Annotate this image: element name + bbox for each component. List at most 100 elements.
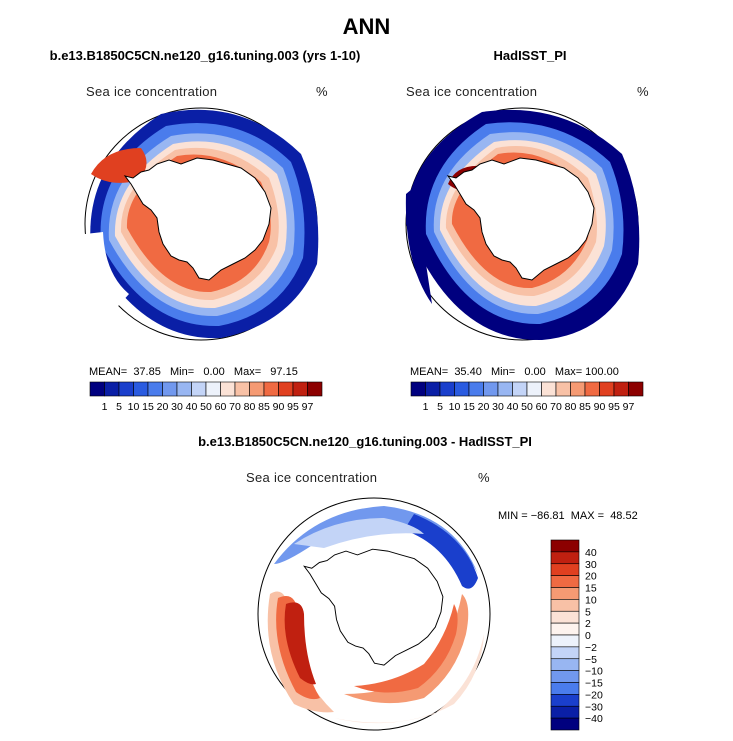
panel2-colorbar-swatch xyxy=(497,381,513,397)
panel1-colorbar-tick-label: 10 xyxy=(128,401,140,413)
panel3-colorbar-tick-label: 30 xyxy=(585,559,597,571)
panel2-colorbar-swatch xyxy=(410,381,426,397)
panel3-colorbar-swatch xyxy=(550,563,580,576)
panel1-colorbar-tick-label: 95 xyxy=(287,401,299,413)
panel2-colorbar-tick-label: 50 xyxy=(521,401,533,413)
panel2-title: HadISST_PI xyxy=(493,48,567,63)
panel3-colorbar-swatch xyxy=(550,717,580,731)
panel1-colorbar-tick-label: 97 xyxy=(302,401,314,413)
panel1-colorbar-swatch xyxy=(234,381,250,397)
panel2-colorbar-tick-label: 20 xyxy=(478,401,490,413)
panel3-colorbar-swatch xyxy=(550,646,580,660)
panel1-colorbar-tick-label: 1 xyxy=(102,401,108,413)
panel3-colorbar-swatch xyxy=(550,539,580,553)
panel1-colorbar-swatch xyxy=(133,381,149,397)
panel1-colorbar-tick-label: 20 xyxy=(157,401,169,413)
panel2-colorbar-swatch xyxy=(628,381,644,397)
panel2-colorbar-tick-label: 85 xyxy=(579,401,591,413)
panel2-colorbar-swatch xyxy=(439,381,455,397)
panel1-colorbar-swatch xyxy=(176,381,192,397)
panel2-colorbar-swatch xyxy=(425,381,441,397)
panel3-polar-map xyxy=(257,497,491,731)
panel2-colorbar-swatch xyxy=(584,381,600,397)
panel1-colorbar-tick-label: 60 xyxy=(215,401,227,413)
panel2-colorbar-tick-label: 70 xyxy=(550,401,562,413)
panel2-units-label: % xyxy=(637,84,649,99)
panel1-stats: MEAN= 37.85 Min= 0.00 Max= 97.15 xyxy=(89,366,298,378)
panel2-colorbar-swatch xyxy=(512,381,528,397)
panel2-variable-label: Sea ice concentration xyxy=(406,84,538,99)
panel2-colorbar-swatch xyxy=(468,381,484,397)
panel3-colorbar-tick-label: −2 xyxy=(585,642,597,654)
panel1-colorbar: 1 5 10 15 20 30 40 50 60 70 80 85 90 95 97 xyxy=(89,381,323,413)
panel2-colorbar-swatch xyxy=(555,381,571,397)
panel2-colorbar-tick-label: 95 xyxy=(608,401,620,413)
panel1-colorbar-tick-label: 40 xyxy=(186,401,198,413)
panel2-colorbar-tick-label: 60 xyxy=(536,401,548,413)
panel2-colorbar-tick-label: 40 xyxy=(507,401,519,413)
panel1-colorbar-swatch xyxy=(278,381,294,397)
panel1-colorbar-tick-label: 70 xyxy=(229,401,241,413)
panel3-colorbar-tick-label: 0 xyxy=(585,630,591,642)
panel2-colorbar-swatch xyxy=(526,381,542,397)
panel3-colorbar-swatch xyxy=(550,658,580,671)
panel3-colorbar-swatch xyxy=(550,575,580,588)
panel1-colorbar-swatch xyxy=(162,381,178,397)
panel3-colorbar-tick-label: 15 xyxy=(585,583,597,595)
panel1-colorbar-swatch xyxy=(292,381,308,397)
panel3-units-label: % xyxy=(478,470,490,485)
panel2-colorbar-tick-label: 1 xyxy=(423,401,429,413)
panel2-colorbar-swatch xyxy=(483,381,499,397)
panel1-colorbar-swatch xyxy=(89,381,105,397)
panel1-title: b.e13.B1850C5CN.ne120_g16.tuning.003 (yr… xyxy=(49,48,361,63)
panel2-colorbar-tick-label: 15 xyxy=(463,401,475,413)
panel3-colorbar-tick-label: −15 xyxy=(585,678,603,690)
panel2-colorbar: 1 5 10 15 20 30 40 50 60 70 80 85 90 95 97 xyxy=(410,381,644,413)
panel1-units-label: % xyxy=(316,84,328,99)
panel3-colorbar-swatch xyxy=(550,551,580,565)
panel3-colorbar-swatch xyxy=(550,587,580,600)
panel2-colorbar-tick-label: 80 xyxy=(565,401,577,413)
panel3-colorbar-tick-label: −20 xyxy=(585,689,603,701)
panel3-colorbar-tick-label: −40 xyxy=(585,713,603,725)
panel1-colorbar-tick-label: 5 xyxy=(116,401,122,413)
panel2-colorbar-tick-label: 5 xyxy=(437,401,443,413)
panel3-colorbar-swatch xyxy=(550,682,580,695)
panel3-colorbar-swatch xyxy=(550,610,580,624)
panel1-colorbar-swatch xyxy=(205,381,221,397)
panel1-colorbar-tick-label: 50 xyxy=(200,401,212,413)
panel1-colorbar-swatch xyxy=(263,381,279,397)
panel3-stats: MIN = −86.81 MAX = 48.52 xyxy=(498,510,638,522)
panel2-colorbar-swatch xyxy=(570,381,586,397)
panel3-colorbar-tick-label: 10 xyxy=(585,594,597,606)
panel2-colorbar-swatch xyxy=(454,381,470,397)
panel3-variable-label: Sea ice concentration xyxy=(246,470,378,485)
panel1-colorbar-swatch xyxy=(118,381,134,397)
panel1-colorbar-tick-label: 15 xyxy=(142,401,154,413)
panel2-stats: MEAN= 35.40 Min= 0.00 Max= 100.00 xyxy=(410,366,619,378)
panel1-colorbar-swatch xyxy=(307,381,323,397)
panel3-diff-field xyxy=(267,506,484,724)
panel3-colorbar-tick-label: −5 xyxy=(585,654,597,666)
panel2-colorbar-tick-label: 30 xyxy=(492,401,504,413)
panel1-colorbar-swatch xyxy=(220,381,236,397)
panel3-colorbar-swatch xyxy=(550,622,580,636)
panel2-colorbar-swatch xyxy=(541,381,557,397)
panel3-colorbar-tick-label: 5 xyxy=(585,606,591,618)
panel1-colorbar-tick-label: 80 xyxy=(244,401,256,413)
panel1-colorbar-swatch xyxy=(191,381,207,397)
panel3-title: b.e13.B1850C5CN.ne120_g16.tuning.003 - H… xyxy=(198,434,532,449)
panel1-colorbar-tick-label: 30 xyxy=(171,401,183,413)
panel3-colorbar-tick-label: −30 xyxy=(585,701,603,713)
panel2-colorbar-tick-label: 97 xyxy=(623,401,635,413)
panel1-polar-map xyxy=(84,107,319,341)
panel3-colorbar-swatch xyxy=(550,599,580,612)
panel3-colorbar-tick-label: 40 xyxy=(585,547,597,559)
panel1-colorbar-tick-label: 90 xyxy=(273,401,285,413)
panel3-colorbar-tick-label: 2 xyxy=(585,618,591,630)
panel3-colorbar-swatch xyxy=(550,670,580,683)
panel3-colorbar-swatch xyxy=(550,634,580,648)
panel3-colorbar-tick-label: −10 xyxy=(585,666,603,678)
panel1-colorbar-swatch xyxy=(147,381,163,397)
main-title: ANN xyxy=(342,14,391,39)
